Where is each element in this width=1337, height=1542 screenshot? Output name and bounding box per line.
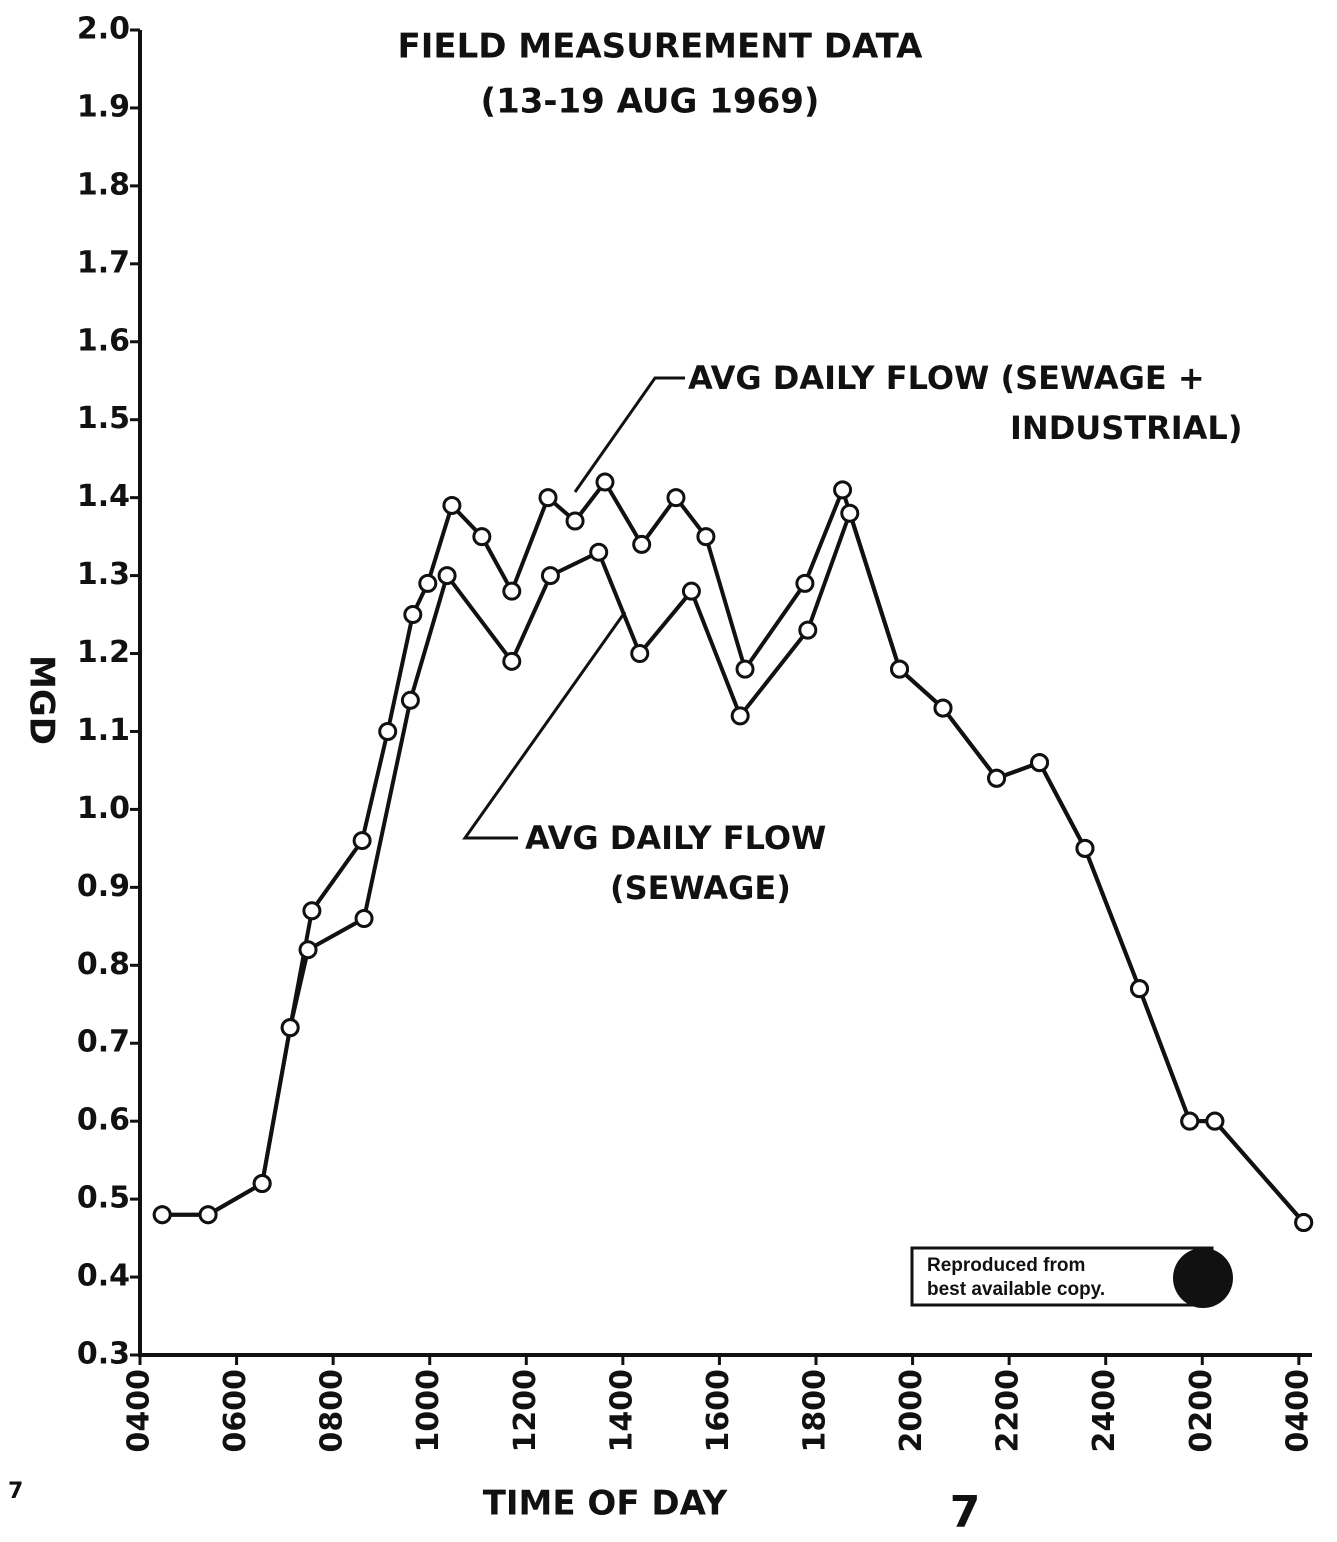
data-point <box>252 1174 272 1194</box>
x-tick-label: 2400 <box>1087 1369 1122 1453</box>
y-tick-label: 0.6 <box>77 1103 130 1138</box>
data-point <box>730 706 750 726</box>
y-tick-label: 0.8 <box>77 947 130 982</box>
y-tick-label: 1.7 <box>77 245 130 280</box>
annotation: (SEWAGE) <box>610 869 791 907</box>
x-tick-label: 1800 <box>798 1369 833 1453</box>
data-point <box>354 909 374 929</box>
stamp-text: Reproduced from <box>927 1255 1085 1276</box>
series-line <box>162 507 1306 1224</box>
y-tick-label: 1.1 <box>77 713 130 748</box>
data-point <box>933 698 953 718</box>
data-point <box>280 1018 300 1038</box>
x-tick-label: 0400 <box>122 1369 157 1453</box>
data-point <box>840 503 860 523</box>
data-point <box>502 581 522 601</box>
data-point <box>502 651 522 671</box>
x-tick-label: 0400 <box>1280 1369 1315 1453</box>
x-tick-label: 1000 <box>411 1369 446 1453</box>
data-point <box>795 573 815 593</box>
annotation: AVG DAILY FLOW <box>525 819 826 857</box>
x-tick-label: 2200 <box>991 1369 1026 1453</box>
data-point <box>681 581 701 601</box>
data-point <box>565 511 585 531</box>
data-point <box>472 527 492 547</box>
data-point <box>152 1205 172 1225</box>
y-tick-label: 2.0 <box>77 12 130 47</box>
data-point <box>403 605 423 625</box>
data-point <box>540 566 560 586</box>
y-tick-label: 0.5 <box>77 1181 130 1216</box>
y-tick-label: 0.9 <box>77 869 130 904</box>
annotation: INDUSTRIAL) <box>1010 409 1242 447</box>
data-point <box>890 659 910 679</box>
x-tick-label: 0800 <box>315 1369 350 1453</box>
x-tick-label: 1200 <box>508 1369 543 1453</box>
x-tick-label: 0600 <box>218 1369 253 1453</box>
y-tick-label: 1.3 <box>77 557 130 592</box>
y-axis-label: MGD <box>22 655 62 745</box>
data-point <box>1075 838 1095 858</box>
page-mark: 7 <box>8 1479 23 1504</box>
title-line: (13-19 AUG 1969) <box>481 82 820 122</box>
leader-line <box>573 376 685 493</box>
data-point <box>198 1205 218 1225</box>
stamp-text: best available copy. <box>927 1279 1105 1300</box>
data-point <box>595 472 615 492</box>
y-tick-label: 1.2 <box>77 635 130 670</box>
data-point <box>1030 753 1050 773</box>
y-tick-label: 1.9 <box>77 89 130 124</box>
data-point <box>1294 1213 1314 1232</box>
data-point <box>696 527 716 547</box>
data-point <box>630 644 650 664</box>
data-point <box>442 495 462 515</box>
y-tick-label: 1.5 <box>77 401 130 436</box>
data-point <box>1205 1111 1225 1131</box>
y-tick-label: 0.4 <box>77 1259 130 1294</box>
data-point <box>298 940 318 960</box>
data-point <box>589 542 609 562</box>
data-point <box>798 620 818 640</box>
y-tick-label: 1.0 <box>77 791 130 826</box>
x-tick-label: 1600 <box>701 1369 736 1453</box>
page-mark: 7 <box>950 1487 981 1538</box>
y-tick-label: 1.6 <box>77 323 130 358</box>
title-line: FIELD MEASUREMENT DATA <box>397 27 923 67</box>
y-tick-label: 1.4 <box>77 479 130 514</box>
annotation: AVG DAILY FLOW (SEWAGE + <box>688 359 1205 397</box>
y-tick-label: 1.8 <box>77 167 130 202</box>
data-point <box>735 659 755 679</box>
data-point <box>352 831 372 851</box>
data-point <box>666 488 686 508</box>
data-point <box>302 901 322 921</box>
x-tick-label: 2000 <box>894 1369 929 1453</box>
data-point <box>833 480 853 500</box>
data-point <box>437 566 457 586</box>
y-tick-label: 0.3 <box>77 1337 130 1372</box>
x-tick-label: 0200 <box>1184 1369 1219 1453</box>
data-point <box>538 488 558 508</box>
x-axis-label: TIME OF DAY <box>483 1484 728 1524</box>
data-point <box>378 721 398 741</box>
data-point <box>400 690 420 710</box>
data-point <box>632 534 652 554</box>
x-tick-label: 1400 <box>604 1369 639 1453</box>
leader-line <box>462 611 627 840</box>
stamp-logo <box>1173 1248 1233 1308</box>
y-tick-label: 0.7 <box>77 1025 130 1060</box>
data-point <box>418 573 438 593</box>
data-point <box>1130 979 1150 999</box>
data-point <box>1180 1111 1200 1131</box>
data-point <box>987 768 1007 788</box>
